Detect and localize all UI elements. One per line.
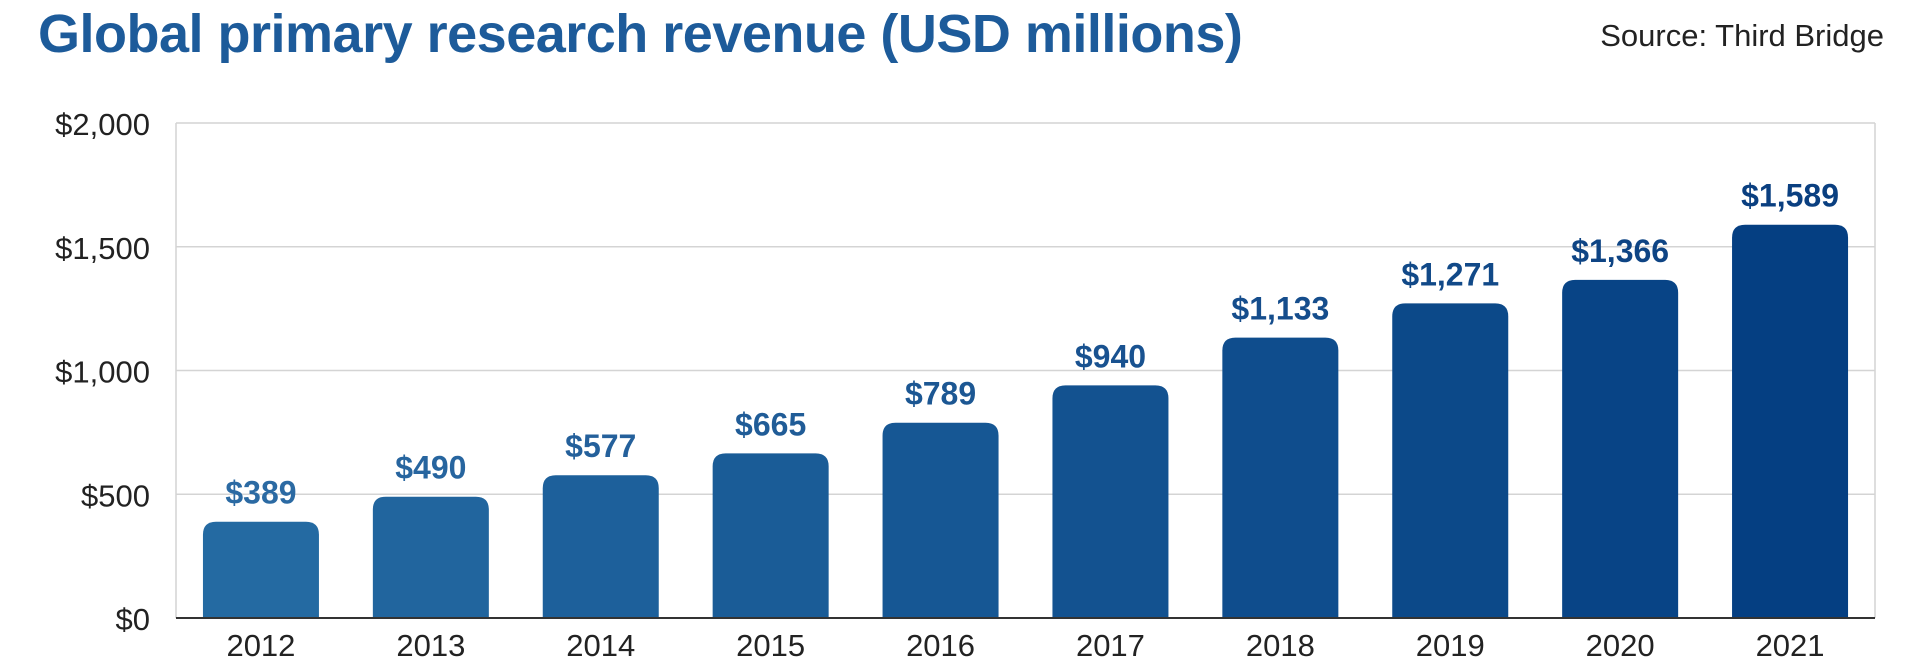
- bar-2019: [1392, 303, 1509, 618]
- value-label-2018: $1,133: [1231, 291, 1329, 327]
- y-tick-label: $2,000: [55, 107, 150, 142]
- x-axis-ticks: 2012 2013 2014 2015 2016 2017 2018 2019 2020 2021: [226, 628, 1824, 663]
- value-label-2013: $490: [395, 450, 466, 486]
- value-label-2020: $1,366: [1571, 233, 1669, 269]
- axes: [175, 123, 1876, 619]
- value-label-2017: $940: [1075, 338, 1146, 374]
- x-tick-label-2017: 2017: [1076, 628, 1145, 663]
- bar-2014: [542, 475, 659, 618]
- y-tick-label: $500: [81, 478, 150, 513]
- x-tick-label-2015: 2015: [736, 628, 805, 663]
- source-note: Source: Third Bridge: [1600, 18, 1884, 53]
- value-label-2019: $1,271: [1401, 256, 1499, 292]
- value-label-2021: $1,589: [1741, 178, 1839, 214]
- y-tick-label: $1,500: [55, 231, 150, 266]
- bar-2021: [1732, 224, 1849, 618]
- y-tick-label: $1,000: [55, 355, 150, 390]
- value-label-2012: $389: [225, 475, 296, 511]
- bars: [202, 224, 1849, 618]
- x-tick-label-2019: 2019: [1416, 628, 1485, 663]
- x-tick-label-2021: 2021: [1756, 628, 1825, 663]
- x-tick-label-2020: 2020: [1586, 628, 1655, 663]
- chart-title: Global primary research revenue (USD mil…: [38, 4, 1243, 64]
- x-tick-label-2012: 2012: [226, 628, 295, 663]
- bar-2015: [712, 453, 829, 618]
- y-axis-ticks: $0 $500 $1,000 $1,500 $2,000: [55, 107, 150, 637]
- x-tick-label-2018: 2018: [1246, 628, 1315, 663]
- bar-2018: [1222, 337, 1339, 618]
- y-tick-label: $0: [116, 602, 150, 637]
- bar-2016: [882, 422, 999, 618]
- x-tick-label-2014: 2014: [566, 628, 635, 663]
- value-labels: $389 $490 $577 $665 $789 $940 $1,133 $1,271 $1,3…: [225, 178, 1839, 511]
- bar-2013: [372, 496, 489, 618]
- bar-2020: [1562, 279, 1679, 618]
- x-tick-label-2013: 2013: [396, 628, 465, 663]
- bar-2017: [1052, 385, 1169, 618]
- bar-2012: [202, 521, 319, 618]
- value-label-2014: $577: [565, 428, 636, 464]
- x-tick-label-2016: 2016: [906, 628, 975, 663]
- value-label-2015: $665: [735, 406, 806, 442]
- value-label-2016: $789: [905, 376, 976, 412]
